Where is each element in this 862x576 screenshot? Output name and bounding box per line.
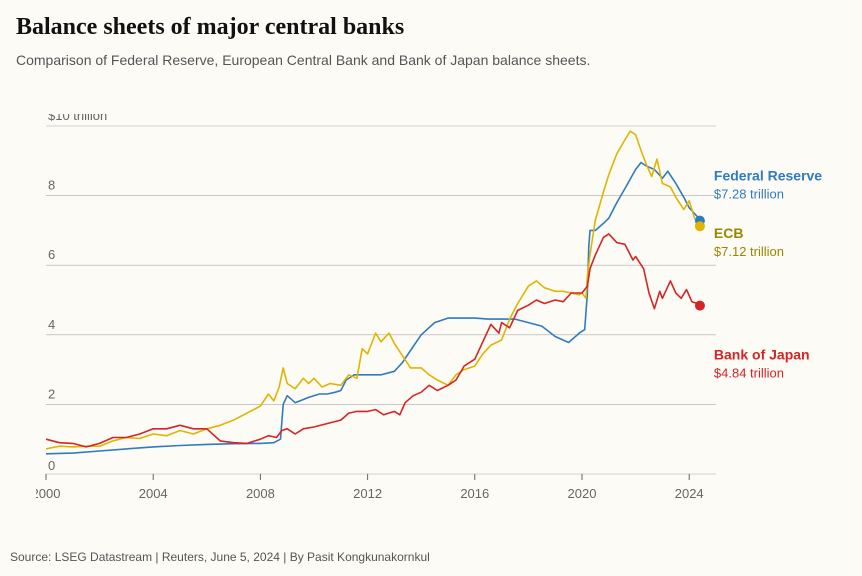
y-axis-label: 2 — [48, 386, 55, 401]
line-chart: 0 2 4 6 8 $10 trillion 2000 2004 2008 2012 2016 202… — [36, 114, 862, 514]
y-axis-label: 0 — [48, 458, 55, 473]
x-axis-label: 2020 — [568, 486, 597, 501]
subtitle: Comparison of Federal Reserve, European … — [16, 52, 590, 68]
series-value-boj: $4.84 trillion — [714, 366, 784, 381]
chart-container: 0 2 4 6 8 $10 trillion 2000 2004 2008 2012 2016 202… — [36, 114, 716, 514]
x-axis-label: 2004 — [139, 486, 168, 501]
series-line-ecb — [46, 131, 700, 449]
source-line: Source: LSEG Datastream | Reuters, June … — [10, 550, 430, 564]
y-axis-label: 8 — [48, 178, 55, 193]
end-dot-ecb — [695, 221, 705, 231]
x-axis-label: 2008 — [246, 486, 275, 501]
series-value-fed: $7.28 trillion — [714, 187, 784, 202]
series-label-boj: Bank of Japan — [714, 347, 810, 363]
x-axis-label: 2016 — [460, 486, 489, 501]
series-label-fed: Federal Reserve — [714, 168, 822, 184]
series-value-ecb: $7.12 trillion — [714, 244, 784, 259]
end-dot-boj — [695, 301, 705, 311]
page-title: Balance sheets of major central banks — [16, 14, 404, 41]
x-axis-label: 2024 — [675, 486, 704, 501]
series-label-ecb: ECB — [714, 225, 744, 241]
y-axis-label: $10 trillion — [48, 114, 107, 123]
x-axis-label: 2012 — [353, 486, 382, 501]
y-axis-label: 6 — [48, 247, 55, 262]
y-axis-label: 4 — [48, 317, 55, 332]
x-axis-label: 2000 — [36, 486, 60, 501]
